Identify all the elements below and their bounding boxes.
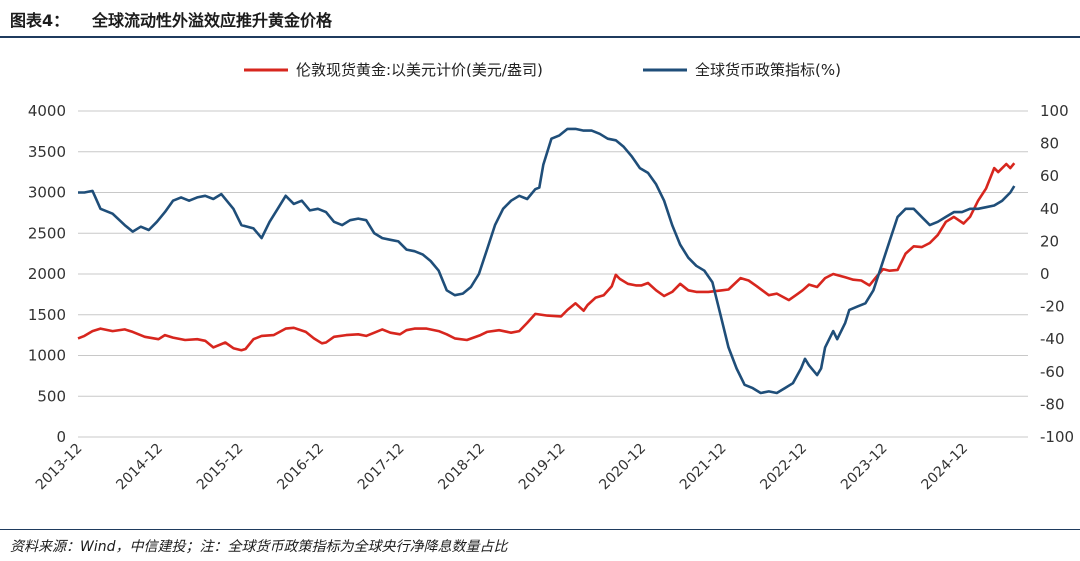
x-tick-label: 2019-12 <box>516 441 569 494</box>
y-right-tick-label: -60 <box>1040 363 1065 381</box>
x-tick-label: 2017-12 <box>355 441 408 494</box>
y-left-tick-label: 1000 <box>28 347 66 365</box>
x-tick-label: 2018-12 <box>435 441 488 494</box>
y-left-tick-label: 500 <box>37 387 66 405</box>
x-tick-label: 2020-12 <box>596 441 649 494</box>
y-right-tick-label: 20 <box>1040 232 1059 250</box>
gold-price-line <box>77 162 1016 352</box>
header-rule <box>0 36 1080 38</box>
y-right-tick-label: -100 <box>1040 428 1074 446</box>
x-tick-label: 2015-12 <box>194 441 247 494</box>
x-tick-label: 2013-12 <box>33 441 86 494</box>
figure-label: 图表4： <box>10 11 70 30</box>
source-note: 资料来源：Wind，中信建投；注：全球货币政策指标为全球央行净降息数量占比 <box>10 539 508 555</box>
y-right-tick-label: -20 <box>1040 298 1065 316</box>
y-right-tick-label: 80 <box>1040 135 1059 153</box>
x-tick-label: 2021-12 <box>677 441 730 494</box>
y-right-tick-label: -40 <box>1040 330 1065 348</box>
x-tick-label: 2014-12 <box>113 441 166 494</box>
y-right-tick-label: 40 <box>1040 200 1059 218</box>
footer-rule <box>0 529 1080 530</box>
y-right-tick-label: 60 <box>1040 167 1059 185</box>
chart-header: 图表4： 全球流动性外溢效应推升黄金价格 <box>0 0 1080 38</box>
y-right-tick-label: 100 <box>1040 102 1069 120</box>
y-left-tick-label: 0 <box>56 428 66 446</box>
y-left-tick-label: 2500 <box>28 224 66 242</box>
x-tick-label: 2024-12 <box>918 441 971 494</box>
policy-index-line <box>78 127 1016 395</box>
dual-axis-line-chart: 05001000150020002500300035004000-100-80-… <box>28 61 1074 494</box>
legend-policy-label: 全球货币政策指标(%) <box>695 61 841 79</box>
legend-gold-label: 伦敦现货黄金:以美元计价(美元/盎司) <box>296 61 543 79</box>
chart-title: 全球流动性外溢效应推升黄金价格 <box>92 11 333 30</box>
y-right-tick-label: -80 <box>1040 395 1065 413</box>
x-tick-label: 2023-12 <box>838 441 891 494</box>
y-left-tick-label: 2000 <box>28 265 66 283</box>
y-right-tick-label: 0 <box>1040 265 1050 283</box>
x-tick-label: 2016-12 <box>274 441 327 494</box>
y-left-tick-label: 1500 <box>28 306 66 324</box>
y-left-tick-label: 4000 <box>28 102 66 120</box>
x-tick-label: 2022-12 <box>757 441 810 494</box>
y-left-tick-label: 3500 <box>28 143 66 161</box>
y-left-tick-label: 3000 <box>28 184 66 202</box>
